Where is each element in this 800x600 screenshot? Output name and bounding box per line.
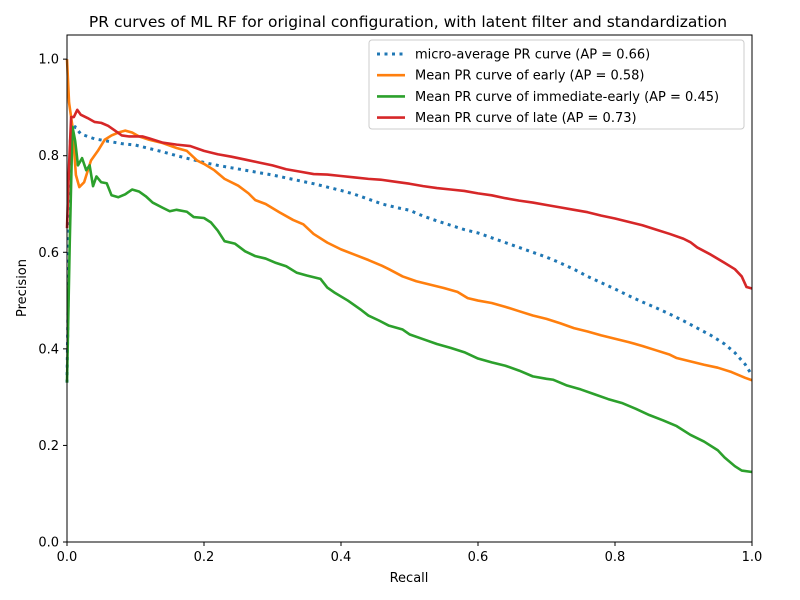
x-tick-label: 0.6 — [468, 550, 489, 565]
chart-title: PR curves of ML RF for original configur… — [89, 13, 727, 31]
x-tick-label: 0.4 — [331, 550, 352, 565]
x-tick-label: 0.0 — [57, 550, 78, 565]
y-tick-label: 1.0 — [38, 53, 59, 68]
legend-label-1: Mean PR curve of early (AP = 0.58) — [415, 69, 645, 84]
y-axis-ticks: 0.0 0.2 0.4 0.6 0.8 1.0 — [38, 53, 67, 551]
series-layer — [65, 59, 754, 474]
y-axis-title: Precision — [15, 259, 30, 317]
series-line-0 — [65, 125, 754, 383]
legend-label-0: micro-average PR curve (AP = 0.66) — [415, 48, 650, 63]
x-axis-ticks: 0.0 0.2 0.4 0.6 0.8 1.0 — [57, 542, 763, 565]
series-line-1 — [65, 59, 753, 382]
y-tick-label: 0.8 — [38, 149, 59, 164]
x-tick-label: 0.2 — [194, 550, 215, 565]
y-tick-label: 0.0 — [38, 536, 59, 551]
legend: micro-average PR curve (AP = 0.66) Mean P… — [368, 39, 745, 130]
legend-label-2: Mean PR curve of immediate-early (AP = 0… — [415, 90, 719, 105]
x-tick-label: 1.0 — [742, 550, 763, 565]
legend-box — [368, 39, 745, 130]
series-line-2 — [65, 125, 753, 474]
plot-frame — [66, 34, 753, 543]
y-tick-label: 0.6 — [38, 246, 59, 261]
y-tick-label: 0.2 — [38, 439, 59, 454]
series-line-3 — [65, 108, 753, 290]
legend-label-3: Mean PR curve of late (AP = 0.73) — [415, 111, 637, 126]
x-tick-label: 0.8 — [605, 550, 626, 565]
x-axis-title: Recall — [390, 571, 429, 586]
y-tick-label: 0.4 — [38, 342, 59, 357]
